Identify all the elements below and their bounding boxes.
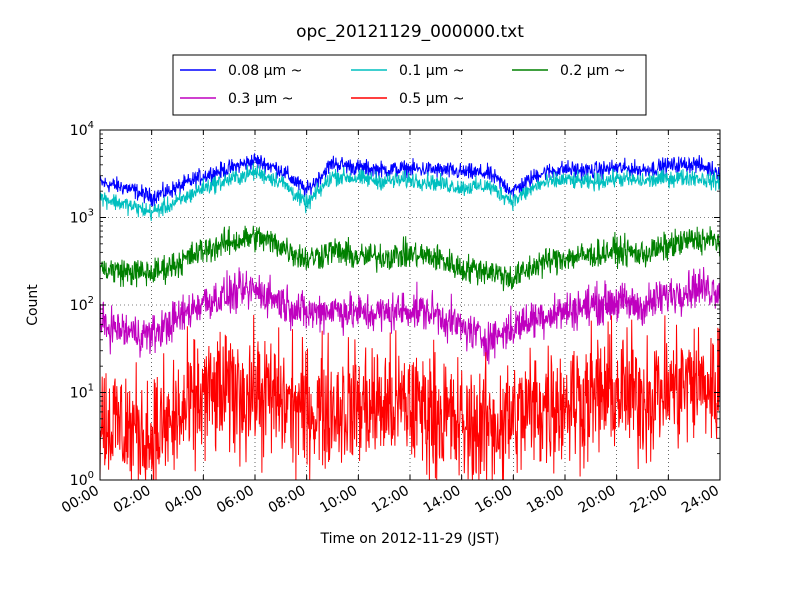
y-tick-label: 102 (70, 295, 94, 314)
x-tick-label: 04:00 (162, 483, 205, 517)
series-line-1 (99, 163, 721, 222)
series-line-4 (99, 314, 721, 481)
legend-label-2: 0.2 μm ~ (560, 63, 625, 79)
legend-label-1: 0.1 μm ~ (399, 63, 464, 79)
y-tick-label-base: 10 (70, 298, 88, 314)
y-tick-label: 100 (70, 470, 94, 489)
y-tick-label-exponent: 0 (88, 470, 94, 481)
series-layer (99, 152, 721, 481)
series-line-2 (99, 225, 721, 292)
y-tick-label-base: 10 (70, 386, 88, 402)
legend: 0.08 μm ~ 0.1 μm ~ 0.2 μm ~ 0.3 μm ~ 0.5 μm … (172, 54, 647, 116)
tick-marks (99, 129, 721, 481)
x-tick-label: 08:00 (266, 483, 309, 517)
y-tick-label: 104 (70, 120, 94, 139)
x-tick-labels: 00:00 02:00 04:00 06:00 08:00 10:00 12:00 14:00… (59, 483, 722, 517)
legend-label-3: 0.3 μm ~ (228, 91, 293, 107)
legend-label-0: 0.08 μm ~ (228, 63, 302, 79)
x-tick-label: 12:00 (369, 483, 412, 517)
x-tick-label: 22:00 (627, 483, 670, 517)
legend-frame (172, 54, 647, 116)
x-axis-label: Time on 2012-11-29 (JST) (320, 531, 500, 547)
y-tick-label-base: 10 (70, 123, 88, 139)
x-tick-label: 20:00 (576, 483, 619, 517)
y-tick-label-base: 10 (70, 211, 88, 227)
y-tick-label-exponent: 2 (88, 295, 94, 306)
y-axis-label: Count (25, 284, 41, 326)
series-line-0 (99, 152, 721, 207)
y-tick-label-exponent: 4 (88, 120, 94, 131)
x-tick-label: 24:00 (679, 483, 722, 517)
x-tick-label: 14:00 (421, 483, 464, 517)
y-tick-label-base: 10 (70, 473, 88, 489)
x-tick-label: 16:00 (472, 483, 515, 517)
x-tick-label: 02:00 (111, 483, 154, 517)
chart-title: opc_20121129_000000.txt (296, 22, 524, 42)
y-tick-label-exponent: 1 (88, 383, 94, 394)
x-tick-label: 06:00 (214, 483, 257, 517)
y-tick-label: 103 (70, 208, 94, 227)
series-line-3 (99, 266, 721, 365)
x-tick-label: 10:00 (317, 483, 360, 517)
y-tick-label: 101 (70, 383, 94, 402)
x-tick-label: 18:00 (524, 483, 567, 517)
legend-label-4: 0.5 μm ~ (399, 91, 464, 107)
y-tick-label-exponent: 3 (88, 208, 94, 219)
